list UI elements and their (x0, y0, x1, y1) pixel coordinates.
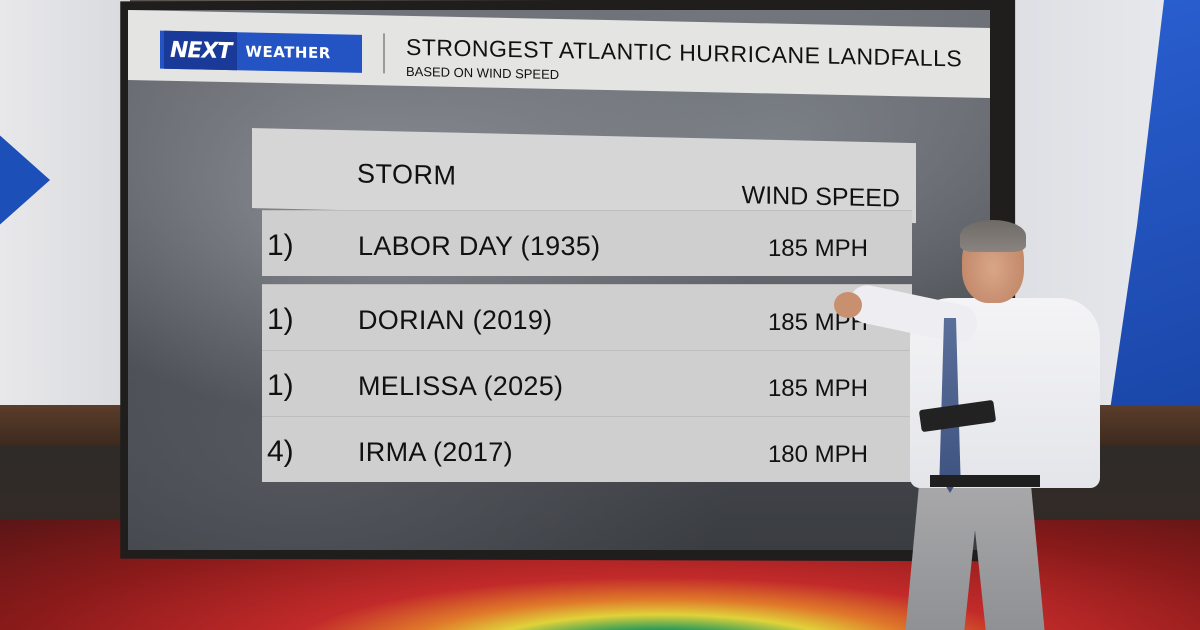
presenter-belt (930, 475, 1040, 487)
studio-wall-left (0, 0, 130, 420)
table-row: 1) MELISSA (2025) 185 MPH (262, 350, 912, 416)
next-weather-logo: NEXT WEATHER (160, 30, 362, 73)
logo-weather-text: WEATHER (245, 42, 331, 63)
blue-accent-decoration (1110, 0, 1200, 410)
table-header: STORM WIND SPEED (252, 128, 916, 224)
logo-next-text: NEXT (164, 30, 238, 71)
row-rank: 4) (267, 435, 294, 468)
row-storm: LABOR DAY (1935) (358, 231, 601, 261)
table-row: 1) DORIAN (2019) 185 MPH (262, 284, 912, 350)
row-wind-speed: 180 MPH (767, 441, 868, 468)
presenter-pants (905, 485, 1045, 630)
row-storm: IRMA (2017) (358, 437, 513, 467)
chevron-decoration (0, 100, 50, 260)
row-wind-speed: 185 MPH (767, 235, 868, 262)
row-storm: MELISSA (2025) (358, 371, 564, 401)
presenter-hair (960, 220, 1026, 252)
presenter-hand-clicker (834, 292, 862, 318)
row-storm: DORIAN (2019) (358, 305, 553, 335)
row-wind-speed: 185 MPH (767, 375, 868, 402)
column-header-storm: STORM (357, 158, 457, 191)
title-divider (383, 33, 385, 74)
row-rank: 1) (267, 229, 294, 262)
presenter (834, 220, 1110, 630)
column-header-wind-speed: WIND SPEED (741, 181, 900, 213)
row-rank: 1) (267, 303, 294, 336)
row-rank: 1) (267, 369, 294, 402)
table-row: 4) IRMA (2017) 180 MPH (262, 416, 912, 482)
table-row: 1) LABOR DAY (1935) 185 MPH (262, 210, 912, 276)
graphic-subtitle: BASED ON WIND SPEED (406, 63, 560, 83)
